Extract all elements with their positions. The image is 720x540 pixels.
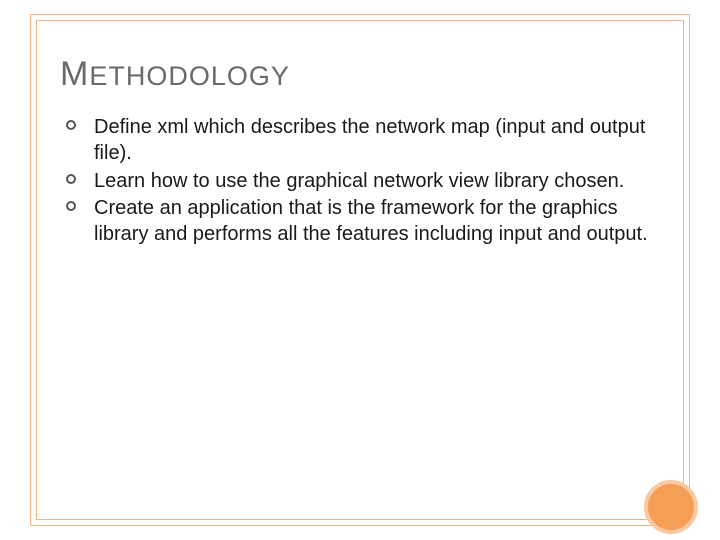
bullet-list: Define xml which describes the network m… xyxy=(60,115,660,247)
slide-title: METHODOLOGY xyxy=(60,56,660,93)
bullet-text: Learn how to use the graphical network v… xyxy=(94,170,624,192)
list-item: Learn how to use the graphical network v… xyxy=(64,169,660,195)
bullet-marker-icon xyxy=(66,174,76,184)
title-rest: ETHODOLOGY xyxy=(89,61,290,91)
bullet-text: Create an application that is the framew… xyxy=(94,197,648,245)
list-item: Create an application that is the framew… xyxy=(64,196,660,247)
title-initial-cap: M xyxy=(60,55,89,93)
bullet-marker-icon xyxy=(66,120,76,130)
slide-content: METHODOLOGY Define xml which describes t… xyxy=(0,0,720,540)
bullet-text: Define xml which describes the network m… xyxy=(94,116,645,164)
bullet-marker-icon xyxy=(66,201,76,211)
list-item: Define xml which describes the network m… xyxy=(64,115,660,166)
slide: METHODOLOGY Define xml which describes t… xyxy=(0,0,720,540)
